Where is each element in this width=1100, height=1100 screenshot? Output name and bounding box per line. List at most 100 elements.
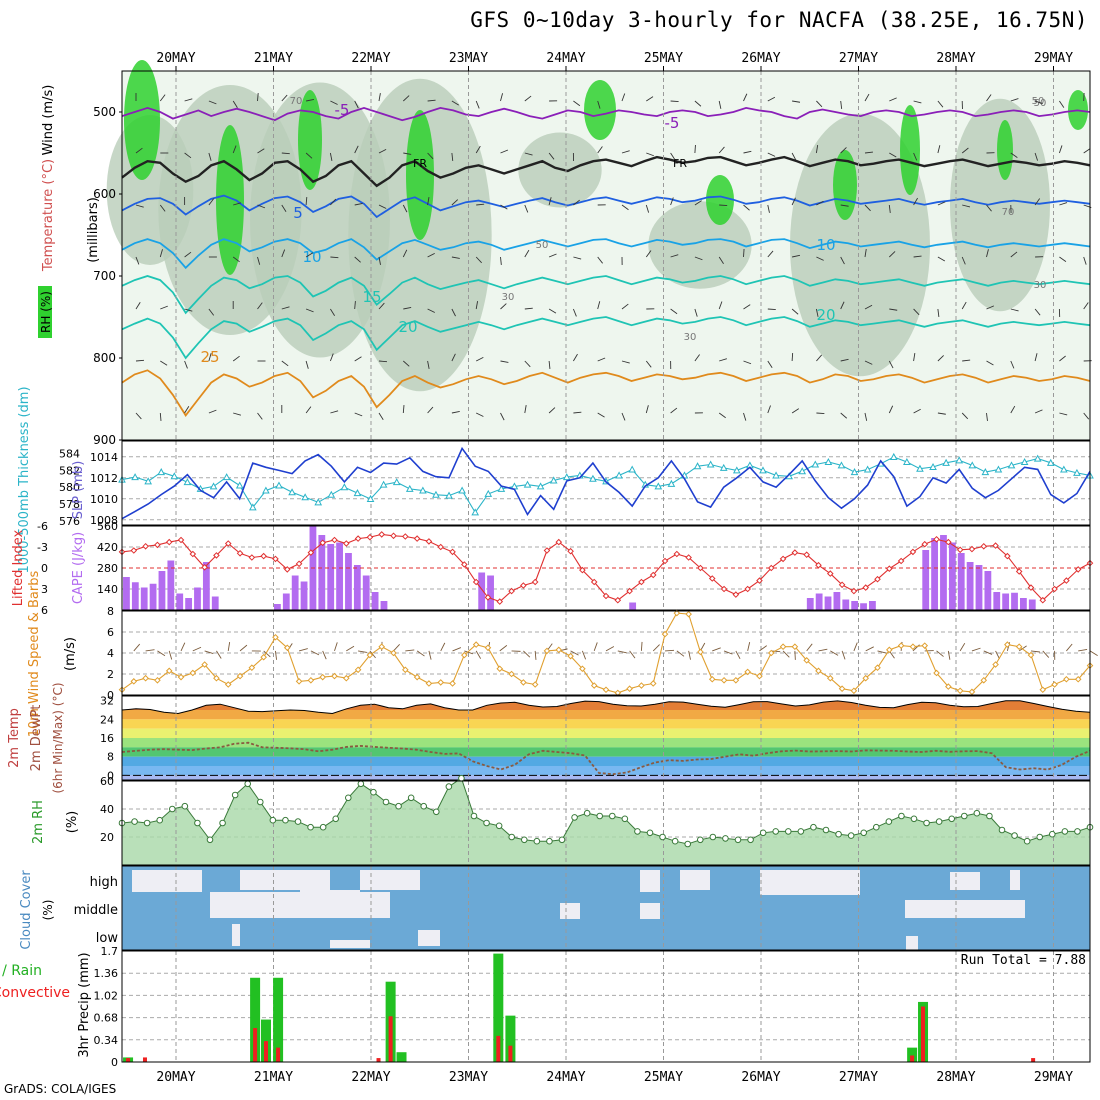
rh2m-marker [168,805,176,813]
cape-bar [380,601,388,610]
wind-barb [281,360,289,367]
wind-barb [208,409,217,414]
cape-bar [1002,593,1010,610]
wind-barb [1059,355,1066,362]
wind-barb [208,152,212,161]
wind10m-barb [723,650,733,655]
wind-barb [305,406,312,414]
wind10m-marker [1004,641,1011,648]
wind10m-barb [263,650,271,658]
wind10m-marker [779,643,787,651]
wind-barb [645,360,652,368]
temp-color-band [122,766,1090,776]
wind-barb [548,197,552,206]
thickness-marker [536,482,545,490]
temp2m-units-label: (6hr Min/Max) (°C) [51,682,65,793]
thickness-marker [275,481,283,489]
thickness-marker [235,481,244,489]
cloud-level-middle: middle [74,903,118,918]
thickness-marker [379,480,388,488]
wind10m-barb [877,650,887,654]
wind-barb [621,303,629,310]
lifted-index-marker [189,550,197,558]
pressure-tick: 700 [93,269,116,283]
lifted-index-marker [579,566,586,574]
wind10m-marker [626,685,633,693]
wind10m-marker [390,649,397,657]
wind-barb [354,100,359,109]
wind-barb [160,360,168,366]
precip-total-bar [907,1047,918,1062]
cape-bar [842,599,850,610]
cape-bar [176,593,184,610]
wind-barb [500,412,505,421]
cloud-cover-gap [950,872,980,890]
rh-high-patch [997,120,1013,180]
rh2m-marker [470,812,478,820]
precip-convective-bar [126,1058,131,1062]
wind10m-marker [272,633,279,641]
wind10m-barb [605,646,615,652]
cape-bar [860,603,867,610]
cape-bar [948,542,956,610]
wind10m-marker [213,674,220,682]
wind-barb [1083,256,1087,265]
wind-barb [888,204,891,213]
cape-bar [202,562,210,610]
wind-barb [840,412,848,419]
wind10m-marker [165,667,173,675]
wind-barb [889,97,897,102]
lifted-index-marker [425,538,433,545]
wind-barb [597,357,606,362]
wind-barb [986,204,992,212]
wind-barb [451,199,459,206]
wind10m-marker [909,643,917,651]
lifted-index-marker [543,547,551,554]
wind-barb [378,148,387,154]
wind-barb [330,410,339,414]
lifted-index-marker [720,585,728,593]
wind-barb [476,412,484,417]
lifted-index-marker [697,564,704,572]
isotherm-25 [121,369,1091,417]
wind10m-marker [331,672,338,680]
wind10m-barb [676,650,685,657]
cape-bar [1019,598,1027,610]
thickness-marker [183,478,192,486]
wind-barb [135,147,143,154]
rh2m-marker [621,815,629,823]
temperature-axis-label: Temperature (°C) [41,159,56,272]
thickness-marker [981,468,990,476]
precip-tick: 1.36 [94,967,119,980]
lifted-index-marker [909,548,917,556]
cape-bar [1011,592,1018,610]
wind10m-barb [475,650,482,659]
precip-convective-bar [910,1055,915,1062]
wind10m-marker [520,679,527,686]
wind-barb [670,100,679,103]
wind10m-marker [815,667,822,675]
wind-barb [962,359,971,362]
wind-barb [840,100,843,109]
wind-axis-label: Wind (m/s) [41,85,56,156]
wind10m-barb [192,646,202,652]
wind-barb [621,360,630,364]
temp2m-tick: 16 [100,732,114,745]
wind-barb [232,355,240,362]
wind10m-marker [826,674,834,682]
thickness-marker [850,468,859,476]
wind-barb [1034,353,1038,362]
wind10m-marker [177,673,185,681]
rh2m-marker [973,809,981,817]
wind-barb [597,146,603,154]
wind-barb [500,256,502,266]
wind-barb [524,360,531,368]
wind-barb [986,412,988,421]
wind-barb [135,412,142,420]
cape-bar [131,582,139,610]
wind-barb [208,308,215,316]
wind10m-barb [629,650,636,659]
lifted-index-marker [862,584,870,591]
wind10m-marker [154,676,161,684]
